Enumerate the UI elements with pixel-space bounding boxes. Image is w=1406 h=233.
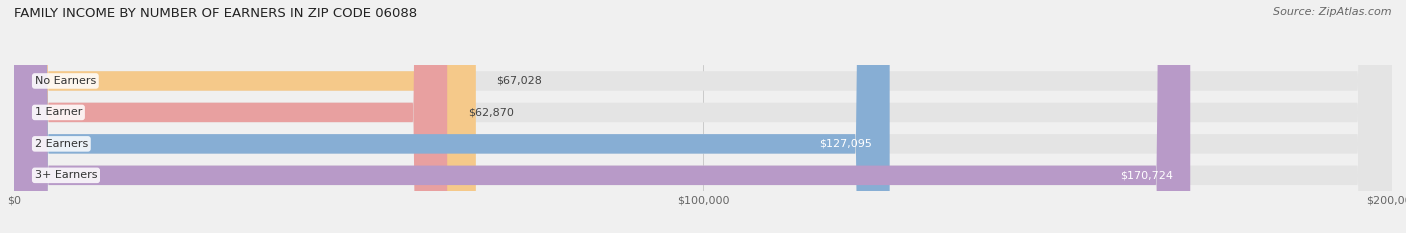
Text: No Earners: No Earners xyxy=(35,76,96,86)
Text: FAMILY INCOME BY NUMBER OF EARNERS IN ZIP CODE 06088: FAMILY INCOME BY NUMBER OF EARNERS IN ZI… xyxy=(14,7,418,20)
Text: $62,870: $62,870 xyxy=(468,107,513,117)
FancyBboxPatch shape xyxy=(14,0,890,233)
FancyBboxPatch shape xyxy=(14,0,1191,233)
FancyBboxPatch shape xyxy=(14,0,1392,233)
Text: 2 Earners: 2 Earners xyxy=(35,139,89,149)
FancyBboxPatch shape xyxy=(14,0,475,233)
Text: $127,095: $127,095 xyxy=(820,139,873,149)
Text: $170,724: $170,724 xyxy=(1121,170,1173,180)
FancyBboxPatch shape xyxy=(14,0,447,233)
Text: Source: ZipAtlas.com: Source: ZipAtlas.com xyxy=(1274,7,1392,17)
FancyBboxPatch shape xyxy=(14,0,1392,233)
FancyBboxPatch shape xyxy=(14,0,1392,233)
FancyBboxPatch shape xyxy=(14,0,1392,233)
Text: $67,028: $67,028 xyxy=(496,76,543,86)
Text: 1 Earner: 1 Earner xyxy=(35,107,82,117)
Text: 3+ Earners: 3+ Earners xyxy=(35,170,97,180)
